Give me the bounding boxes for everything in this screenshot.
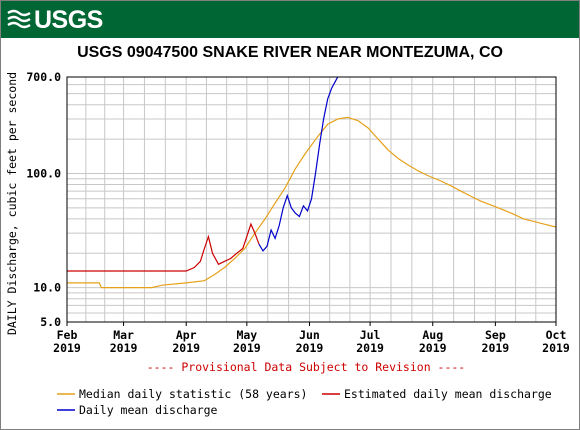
x-tick-label-month: Apr [176, 328, 197, 342]
series-median-daily-statistic-58-years [67, 116, 557, 289]
x-tick-label-month: May [236, 328, 257, 342]
provisional-note: ---- Provisional Data Subject to Revisio… [147, 360, 466, 374]
x-tick-label-month: Jul [360, 328, 381, 342]
series-estimated-daily-mean-discharge [67, 222, 260, 272]
legend-label: Estimated daily mean discharge [344, 387, 552, 401]
x-tick-label-month: Jun [299, 328, 320, 342]
chart-title: USGS 09047500 SNAKE RIVER NEAR MONTEZUMA… [77, 44, 503, 61]
x-tick-label-month: Sep [485, 328, 506, 342]
x-tick-label-year: 2019 [53, 341, 81, 355]
legend-label: Median daily statistic (58 years) [79, 387, 307, 401]
x-tick-label-year: 2019 [296, 341, 324, 355]
x-tick-label-month: Feb [57, 328, 78, 342]
y-tick-label: 100.0 [26, 166, 61, 180]
x-tick-label-year: 2019 [233, 341, 261, 355]
x-tick-label-year: 2019 [482, 341, 510, 355]
x-tick-label-month: Oct [546, 328, 567, 342]
series-daily-mean-discharge [258, 76, 339, 252]
usgs-banner: USGS [1, 1, 579, 38]
x-tick-label-year: 2019 [172, 341, 200, 355]
usgs-logo: USGS [7, 6, 103, 34]
y-axis-label: DAILY Discharge, cubic feet per second [5, 72, 19, 335]
legend: Median daily statistic (58 years) Estimat… [57, 387, 552, 417]
y-tick-label: 10.0 [33, 281, 61, 295]
series-layer [67, 76, 557, 289]
grid-layer [66, 76, 556, 323]
x-tick-label-year: 2019 [542, 341, 570, 355]
x-tick-label-month: Aug [422, 328, 443, 342]
plot-border [66, 76, 557, 323]
x-tick-label-year: 2019 [356, 341, 384, 355]
usgs-logo-text: USGS [34, 5, 103, 34]
y-tick-label: 5.0 [40, 315, 61, 329]
y-tick-label: 700.0 [26, 70, 61, 84]
x-tick-label-month: Mar [113, 328, 134, 342]
legend-label: Daily mean discharge [79, 403, 218, 417]
usgs-wave-icon [7, 9, 31, 29]
x-tick-label-year: 2019 [419, 341, 447, 355]
axis-layer: 700.0100.010.05.0Feb2019Mar2019Apr2019Ma… [26, 70, 570, 355]
x-tick-label-year: 2019 [110, 341, 138, 355]
